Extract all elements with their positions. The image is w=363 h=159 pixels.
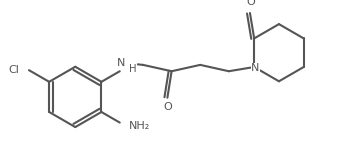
Text: O: O — [246, 0, 256, 7]
Text: O: O — [163, 102, 172, 112]
Text: N: N — [117, 58, 125, 68]
Text: H: H — [129, 64, 137, 74]
Text: NH₂: NH₂ — [129, 121, 151, 131]
Text: Cl: Cl — [9, 65, 20, 75]
Text: N: N — [251, 63, 260, 73]
